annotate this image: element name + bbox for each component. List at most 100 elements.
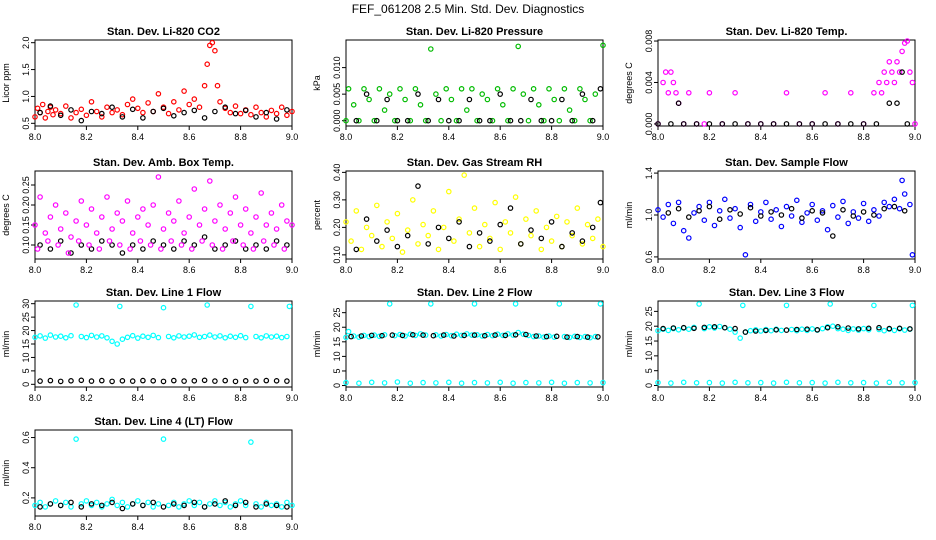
data-point bbox=[232, 110, 239, 117]
data-point bbox=[407, 117, 414, 124]
data-point bbox=[489, 117, 496, 124]
plot-frame bbox=[345, 300, 604, 388]
data-point bbox=[595, 334, 601, 340]
data-point bbox=[389, 235, 396, 242]
data-point bbox=[140, 333, 146, 340]
data-point bbox=[912, 121, 918, 127]
x-tick-label: 8.2 bbox=[703, 265, 716, 275]
data-point bbox=[356, 380, 362, 387]
data-point bbox=[124, 198, 131, 204]
data-point bbox=[34, 246, 41, 252]
data-point bbox=[814, 326, 821, 333]
data-point bbox=[201, 115, 208, 121]
data-point bbox=[363, 216, 370, 222]
data-point bbox=[660, 214, 666, 220]
data-point bbox=[541, 117, 547, 124]
data-point bbox=[551, 334, 558, 340]
data-point bbox=[891, 79, 898, 86]
data-point bbox=[584, 334, 591, 340]
data-point bbox=[668, 380, 674, 386]
x-tick-label: 8.0 bbox=[652, 265, 665, 275]
data-point bbox=[119, 499, 126, 506]
data-point bbox=[57, 502, 64, 509]
data-point bbox=[742, 329, 749, 335]
x-tick-label: 8.6 bbox=[494, 393, 507, 403]
x-tick-label: 9.0 bbox=[909, 393, 922, 403]
data-point bbox=[253, 333, 259, 340]
data-point bbox=[271, 242, 277, 248]
data-point bbox=[129, 96, 136, 102]
data-point bbox=[83, 112, 90, 119]
plot-frame bbox=[34, 39, 293, 127]
data-point bbox=[124, 504, 131, 510]
data-point bbox=[391, 332, 398, 339]
data-point bbox=[747, 204, 754, 211]
data-point bbox=[86, 242, 92, 248]
data-point bbox=[214, 82, 221, 89]
data-point bbox=[822, 380, 828, 386]
data-point bbox=[719, 121, 726, 127]
data-point bbox=[587, 334, 593, 341]
data-point bbox=[150, 377, 157, 384]
data-point bbox=[579, 91, 586, 97]
data-point bbox=[57, 333, 64, 340]
data-point bbox=[350, 333, 357, 339]
data-point bbox=[420, 221, 426, 228]
data-point bbox=[93, 108, 100, 115]
data-point bbox=[845, 325, 852, 331]
data-point bbox=[451, 238, 457, 244]
data-point bbox=[732, 121, 738, 127]
data-point bbox=[278, 202, 285, 208]
data-point bbox=[559, 96, 565, 103]
data-point bbox=[129, 378, 136, 384]
data-point bbox=[353, 117, 360, 124]
data-point bbox=[57, 226, 64, 232]
y-tick-label: 0.6 bbox=[21, 431, 31, 444]
data-point bbox=[263, 246, 270, 252]
data-point bbox=[42, 115, 49, 121]
data-point bbox=[476, 117, 483, 124]
data-point bbox=[165, 110, 172, 117]
data-point bbox=[150, 332, 157, 339]
data-point bbox=[181, 88, 187, 94]
chart-title: Stan. Dev. Line 3 Flow bbox=[729, 287, 845, 299]
data-point bbox=[466, 243, 473, 250]
data-point bbox=[673, 90, 679, 96]
data-point bbox=[415, 241, 421, 247]
data-point bbox=[538, 235, 545, 242]
data-point bbox=[52, 107, 59, 113]
data-point bbox=[42, 335, 49, 341]
y-tick-label: 1.4 bbox=[644, 167, 654, 180]
data-point bbox=[520, 331, 527, 338]
y-axis-label: degrees C bbox=[624, 62, 634, 104]
data-point bbox=[443, 86, 450, 92]
data-point bbox=[63, 334, 69, 341]
data-point bbox=[348, 333, 354, 340]
data-point bbox=[47, 103, 54, 109]
y-tick-label: 0 bbox=[21, 382, 31, 387]
data-point bbox=[706, 203, 713, 210]
data-point bbox=[75, 238, 82, 244]
data-point bbox=[783, 121, 790, 127]
data-point bbox=[899, 177, 905, 184]
data-point bbox=[160, 378, 167, 385]
data-point bbox=[373, 238, 380, 244]
data-point bbox=[597, 86, 604, 92]
x-tick-label: 8.6 bbox=[806, 393, 819, 403]
data-point bbox=[37, 242, 43, 248]
data-point bbox=[289, 108, 295, 115]
y-tick-label: 0.4 bbox=[21, 461, 31, 474]
data-point bbox=[373, 117, 380, 124]
data-point bbox=[561, 86, 568, 92]
y-tick-label: 15 bbox=[21, 339, 31, 349]
data-point bbox=[178, 242, 185, 248]
data-point bbox=[384, 96, 390, 103]
chart-title: Stan. Dev. Line 2 Flow bbox=[417, 287, 533, 299]
data-point bbox=[96, 246, 103, 252]
data-point bbox=[574, 205, 581, 211]
data-point bbox=[412, 332, 419, 339]
data-point bbox=[553, 213, 560, 220]
data-point bbox=[896, 69, 903, 75]
x-tick-label: 8.2 bbox=[703, 132, 716, 142]
data-point bbox=[409, 331, 416, 338]
